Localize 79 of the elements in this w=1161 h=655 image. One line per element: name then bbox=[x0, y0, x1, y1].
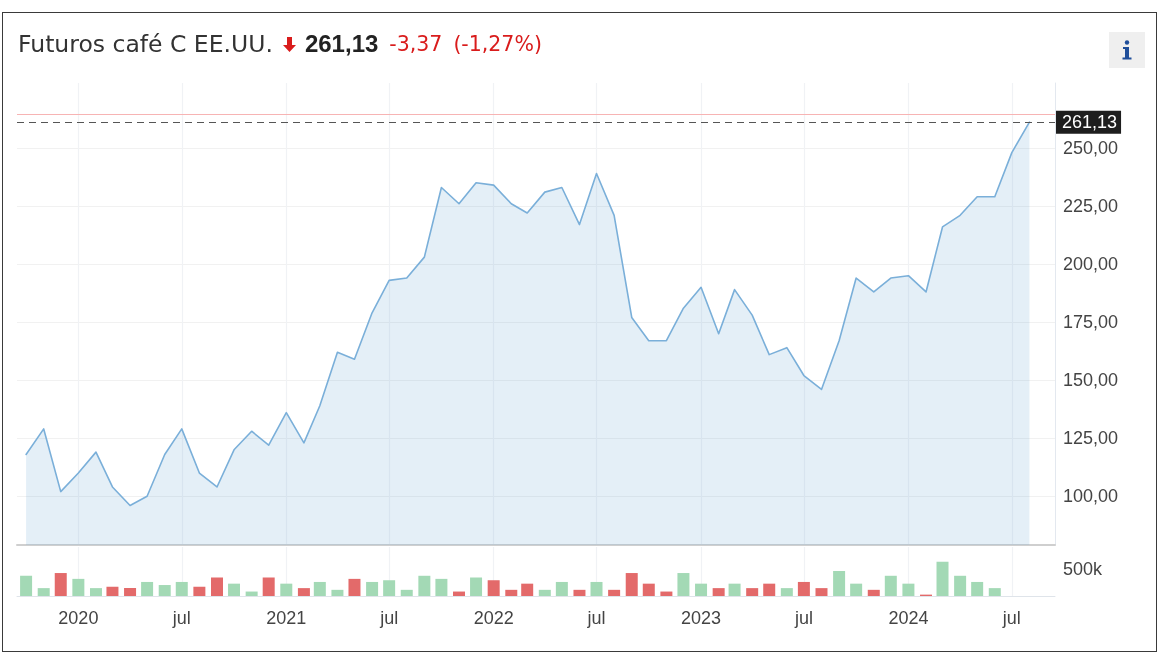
text: -3,37 bbox=[389, 32, 443, 56]
bar bbox=[106, 586, 119, 596]
x-tick-label: jul bbox=[586, 608, 606, 628]
bar bbox=[20, 575, 33, 596]
bar bbox=[936, 561, 949, 596]
bar bbox=[487, 580, 500, 596]
bar bbox=[642, 583, 655, 596]
bar bbox=[348, 578, 361, 596]
bar bbox=[280, 583, 293, 596]
bar bbox=[72, 578, 85, 596]
chart-title: Futuros café C EE.UU. bbox=[18, 30, 273, 58]
x-tick-label: 2024 bbox=[888, 608, 929, 628]
bar bbox=[54, 573, 67, 596]
bar bbox=[746, 588, 759, 596]
bar bbox=[193, 586, 206, 596]
ref-line-label: 261,13 bbox=[1062, 112, 1118, 133]
bar bbox=[728, 583, 741, 596]
bar bbox=[608, 589, 621, 596]
bar bbox=[971, 581, 984, 596]
bar bbox=[988, 588, 1001, 596]
x-tick-label: 2021 bbox=[266, 608, 307, 628]
bar bbox=[141, 581, 154, 596]
bar bbox=[313, 581, 326, 596]
x-tick-label: jul bbox=[1001, 608, 1021, 628]
bar bbox=[175, 581, 188, 596]
bar bbox=[470, 577, 483, 596]
bar bbox=[780, 588, 793, 596]
x-tick-label: jul bbox=[379, 608, 399, 628]
bar bbox=[521, 583, 534, 596]
y-tick-label: 250,00 bbox=[1063, 138, 1119, 159]
bar bbox=[555, 581, 568, 596]
x-tick-label: 2023 bbox=[681, 608, 722, 628]
y-tick-label: 100,00 bbox=[1063, 486, 1119, 507]
bar bbox=[228, 583, 241, 596]
bar bbox=[815, 588, 828, 596]
bar bbox=[797, 581, 810, 596]
bar bbox=[867, 589, 880, 596]
text: 261,13 bbox=[304, 30, 379, 58]
text: 500k bbox=[1063, 559, 1104, 579]
x-tick-label: 2020 bbox=[58, 608, 99, 628]
bar bbox=[763, 583, 776, 596]
bar bbox=[297, 588, 310, 596]
bar bbox=[884, 575, 897, 596]
x-tick-label: jul bbox=[793, 608, 813, 628]
bar bbox=[418, 575, 431, 596]
bar bbox=[538, 589, 551, 596]
bar bbox=[954, 575, 967, 596]
text: (-1,27%) bbox=[453, 32, 542, 56]
bar bbox=[453, 591, 466, 596]
bar bbox=[383, 580, 396, 596]
y-tick-label: 200,00 bbox=[1063, 254, 1119, 275]
bar bbox=[573, 589, 586, 596]
bar bbox=[245, 591, 258, 596]
bar bbox=[400, 589, 413, 596]
y-tick-label: 125,00 bbox=[1063, 428, 1119, 449]
x-tick-label: 2022 bbox=[473, 608, 514, 628]
bar bbox=[210, 577, 223, 596]
bar bbox=[158, 585, 171, 596]
bar bbox=[262, 577, 275, 596]
bar bbox=[695, 583, 708, 596]
y-tick-label: 175,00 bbox=[1063, 312, 1119, 333]
bar bbox=[660, 591, 673, 596]
y-tick-label: 225,00 bbox=[1063, 196, 1119, 217]
bar bbox=[625, 573, 638, 596]
bar bbox=[850, 583, 863, 596]
bar bbox=[37, 588, 50, 596]
bar bbox=[366, 581, 379, 596]
bar bbox=[712, 588, 725, 596]
x-tick-label: jul bbox=[171, 608, 191, 628]
bar bbox=[677, 573, 690, 596]
bar bbox=[331, 589, 344, 596]
bar bbox=[505, 589, 518, 596]
bar bbox=[833, 570, 846, 596]
bar bbox=[124, 588, 137, 596]
bar bbox=[590, 581, 603, 596]
bar bbox=[89, 588, 102, 596]
bar bbox=[902, 583, 915, 596]
bar bbox=[435, 578, 448, 596]
y-tick-label: 150,00 bbox=[1063, 370, 1119, 391]
